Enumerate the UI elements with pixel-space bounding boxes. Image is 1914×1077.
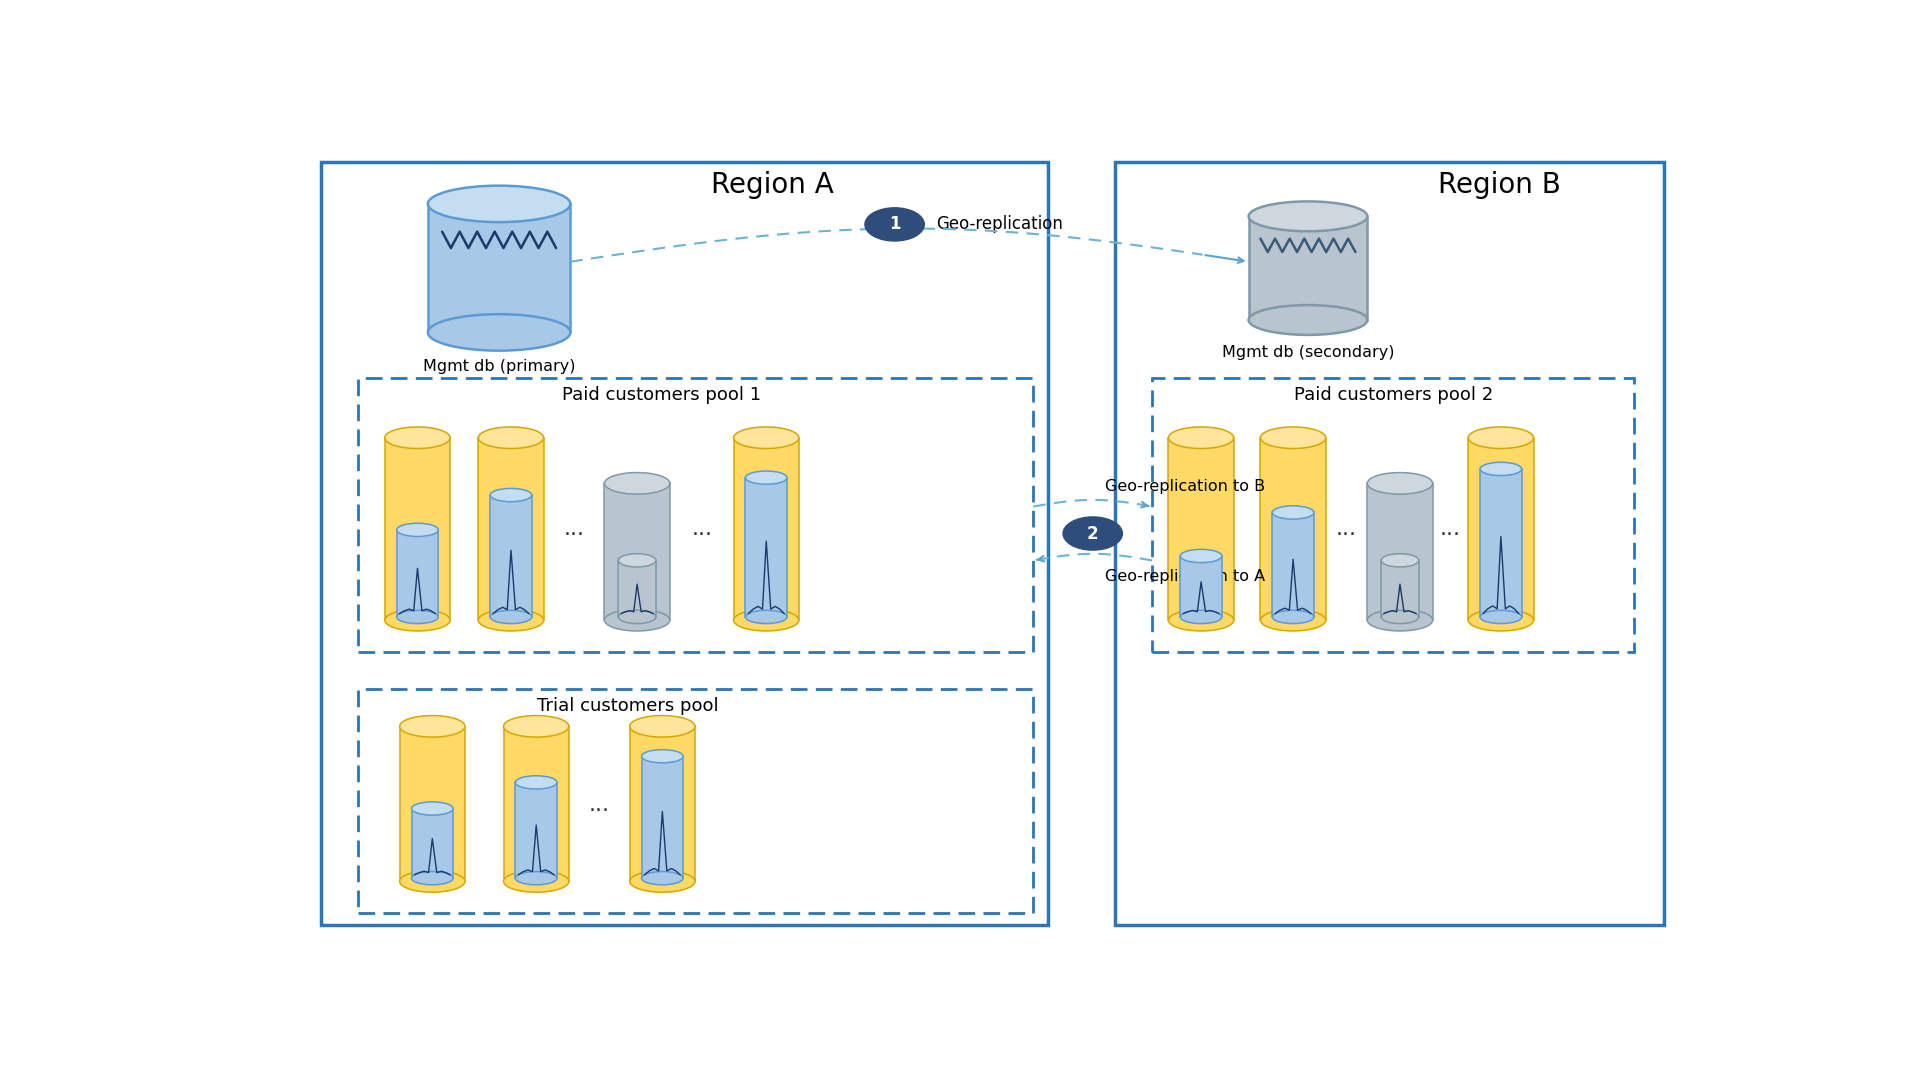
Bar: [1259, 437, 1324, 620]
Text: Mgmt db (secondary): Mgmt db (secondary): [1221, 345, 1393, 360]
Bar: [478, 437, 544, 620]
Ellipse shape: [385, 610, 450, 631]
Bar: [1168, 437, 1233, 620]
Bar: [630, 726, 695, 881]
Ellipse shape: [1179, 549, 1221, 562]
Bar: [427, 204, 570, 333]
Ellipse shape: [618, 554, 655, 567]
Ellipse shape: [1248, 201, 1367, 232]
Bar: [641, 756, 683, 878]
Ellipse shape: [1468, 426, 1533, 448]
Ellipse shape: [605, 610, 670, 631]
Text: ...: ...: [1439, 519, 1460, 538]
Ellipse shape: [1179, 611, 1221, 624]
Ellipse shape: [1259, 426, 1324, 448]
Ellipse shape: [1468, 610, 1533, 631]
Ellipse shape: [1367, 610, 1432, 631]
Ellipse shape: [733, 610, 798, 631]
Ellipse shape: [478, 610, 544, 631]
Text: Geo-replication to B: Geo-replication to B: [1104, 479, 1263, 494]
Ellipse shape: [400, 870, 465, 892]
Bar: [400, 726, 465, 881]
Ellipse shape: [1168, 610, 1233, 631]
Bar: [1367, 484, 1432, 620]
Bar: [1152, 378, 1633, 652]
Ellipse shape: [733, 426, 798, 448]
Circle shape: [865, 208, 924, 241]
Ellipse shape: [630, 870, 695, 892]
Ellipse shape: [490, 488, 532, 502]
Bar: [733, 437, 798, 620]
Ellipse shape: [478, 426, 544, 448]
Ellipse shape: [396, 523, 438, 536]
Bar: [1179, 556, 1221, 617]
Ellipse shape: [427, 314, 570, 351]
Bar: [1480, 468, 1522, 617]
Bar: [503, 726, 568, 881]
Text: 1: 1: [888, 215, 900, 234]
Bar: [385, 437, 450, 620]
Ellipse shape: [1259, 610, 1324, 631]
Ellipse shape: [1380, 611, 1418, 624]
Text: Paid customers pool 1: Paid customers pool 1: [563, 387, 762, 404]
Ellipse shape: [1480, 611, 1522, 624]
Ellipse shape: [605, 473, 670, 494]
Text: Region B: Region B: [1437, 170, 1560, 198]
Text: 2: 2: [1087, 524, 1099, 543]
Circle shape: [1062, 517, 1122, 550]
Ellipse shape: [1367, 473, 1432, 494]
Ellipse shape: [515, 871, 557, 885]
Ellipse shape: [400, 715, 465, 737]
Text: Region A: Region A: [710, 170, 833, 198]
Text: ...: ...: [563, 519, 584, 538]
Ellipse shape: [427, 185, 570, 222]
Text: ...: ...: [588, 795, 609, 815]
Bar: [1380, 560, 1418, 617]
Bar: [358, 689, 1034, 913]
Bar: [1248, 216, 1367, 320]
Ellipse shape: [745, 471, 787, 485]
Ellipse shape: [385, 426, 450, 448]
Ellipse shape: [641, 871, 683, 885]
Ellipse shape: [396, 611, 438, 624]
Bar: [1468, 437, 1533, 620]
Bar: [618, 560, 655, 617]
Ellipse shape: [1380, 554, 1418, 567]
Text: Geo-replication to A: Geo-replication to A: [1104, 569, 1263, 584]
Ellipse shape: [618, 611, 655, 624]
Text: ...: ...: [691, 519, 712, 538]
Bar: [1114, 163, 1663, 925]
Ellipse shape: [1248, 305, 1367, 335]
Ellipse shape: [515, 775, 557, 789]
Ellipse shape: [1271, 611, 1313, 624]
Ellipse shape: [503, 715, 568, 737]
Bar: [358, 378, 1034, 652]
Ellipse shape: [630, 715, 695, 737]
Text: Geo-replication: Geo-replication: [936, 215, 1062, 234]
Ellipse shape: [1271, 506, 1313, 519]
Ellipse shape: [641, 750, 683, 763]
Bar: [515, 782, 557, 878]
Ellipse shape: [412, 871, 454, 885]
Text: ...: ...: [1336, 519, 1357, 538]
Text: Mgmt db (primary): Mgmt db (primary): [423, 359, 574, 374]
Ellipse shape: [745, 611, 787, 624]
Ellipse shape: [412, 802, 454, 815]
Bar: [322, 163, 1047, 925]
Text: Trial customers pool: Trial customers pool: [538, 697, 718, 715]
Text: Paid customers pool 2: Paid customers pool 2: [1294, 387, 1493, 404]
Ellipse shape: [1480, 462, 1522, 476]
Ellipse shape: [490, 611, 532, 624]
Bar: [412, 809, 454, 878]
Bar: [490, 495, 532, 617]
Bar: [745, 477, 787, 617]
Bar: [396, 530, 438, 617]
Ellipse shape: [1168, 426, 1233, 448]
Bar: [605, 484, 670, 620]
Bar: [1271, 513, 1313, 617]
Ellipse shape: [503, 870, 568, 892]
